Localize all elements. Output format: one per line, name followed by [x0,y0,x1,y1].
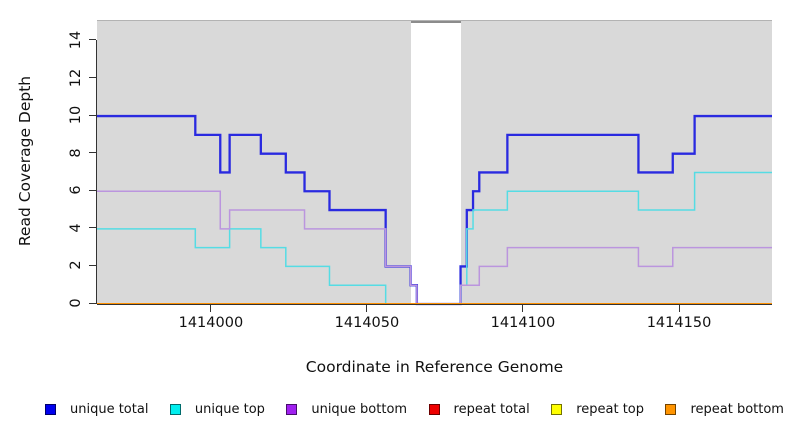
x-tick-label: 1414150 [646,315,712,331]
y-tick-label: 10 [68,105,84,125]
legend-item-repeat-top: repeat top [551,402,644,417]
legend-swatch-repeat-top [551,403,563,415]
legend-label: repeat bottom [690,401,784,417]
legend-swatch-unique-total [45,403,56,415]
x-axis-title: Coordinate in Reference Genome [305,358,564,376]
y-tick-mark [89,302,96,304]
legend-item-unique-top: unique top [169,401,265,417]
y-axis-title: Read Coverage Depth [16,75,34,247]
coverage-series-lines [97,114,772,306]
legend: unique total unique top unique bottom repea… [45,398,784,420]
y-tick-mark [89,152,96,154]
y-tick-mark [89,227,96,229]
y-tick-mark [89,39,96,41]
legend-swatch-repeat-bottom [665,403,677,415]
x-tick-label: 1414050 [334,315,400,331]
y-tick-label: 14 [68,30,84,50]
y-tick-mark [89,114,96,116]
series-line-unique-top [97,171,772,305]
x-tick-label: 1414100 [490,315,556,331]
legend-label: repeat top [576,401,644,417]
x-tick-mark [522,305,524,312]
y-tick-label: 2 [68,260,84,271]
y-tick-label: 0 [68,298,84,308]
x-tick-mark [366,305,368,312]
x-tick-mark [210,305,212,312]
y-tick-label: 4 [68,223,84,233]
y-tick-mark [89,264,96,266]
series-line-unique-bottom [97,190,772,305]
y-tick-label: 8 [68,148,84,158]
legend-label: repeat total [453,401,530,417]
y-tick-label: 6 [68,185,84,195]
legend-item-unique-bottom: unique bottom [286,402,407,417]
x-axis-line [97,304,772,305]
y-tick-label: 12 [68,68,84,87]
y-axis-line [96,40,97,304]
legend-item-repeat-total: repeat total [428,401,530,417]
x-tick-label: 1414000 [178,315,244,331]
y-tick-mark [89,189,96,191]
coverage-gap-band [410,21,461,304]
legend-swatch-repeat-total [428,403,440,415]
legend-label: unique top [194,401,265,417]
legend-label: unique total [70,401,149,417]
x-tick-mark [678,305,680,312]
legend-item-unique-total: unique total [45,402,148,417]
legend-swatch-unique-top [169,403,181,415]
legend-swatch-unique-bottom [286,403,298,415]
legend-label: unique bottom [311,401,408,417]
y-tick-mark [89,77,96,78]
legend-item-repeat-bottom: repeat bottom [665,402,784,417]
plot-area [97,20,772,306]
